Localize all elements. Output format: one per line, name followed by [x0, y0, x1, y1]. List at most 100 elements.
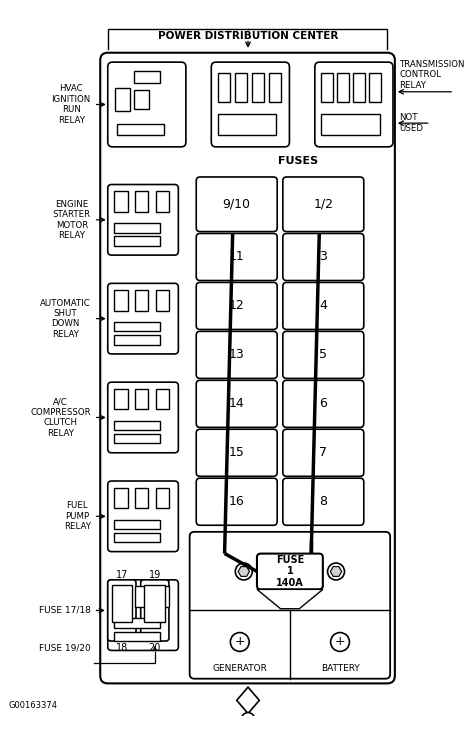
Text: GENERATOR: GENERATOR [212, 664, 267, 673]
Bar [337, 74, 349, 102]
FancyBboxPatch shape [196, 177, 277, 232]
FancyBboxPatch shape [196, 233, 277, 280]
Bar [321, 74, 333, 102]
Bar [134, 90, 149, 109]
Bar [156, 389, 169, 410]
Bar [114, 421, 160, 430]
FancyBboxPatch shape [108, 283, 178, 354]
Bar [145, 584, 165, 622]
Polygon shape [237, 687, 259, 714]
Polygon shape [238, 567, 249, 576]
FancyBboxPatch shape [283, 331, 364, 379]
Text: 1/2: 1/2 [313, 198, 333, 211]
Bar [321, 114, 380, 134]
FancyBboxPatch shape [196, 478, 277, 525]
Circle shape [328, 563, 345, 580]
Bar [114, 618, 160, 628]
FancyBboxPatch shape [108, 184, 178, 255]
FancyBboxPatch shape [257, 554, 323, 590]
Bar [135, 290, 148, 311]
Bar [269, 74, 281, 102]
Text: FUSES: FUSES [278, 156, 318, 166]
Bar [218, 74, 230, 102]
Text: 8: 8 [319, 495, 328, 508]
Bar [114, 587, 128, 607]
Circle shape [235, 563, 252, 580]
Bar [114, 223, 160, 232]
FancyBboxPatch shape [100, 52, 395, 683]
Bar [369, 74, 381, 102]
Text: 15: 15 [229, 446, 245, 459]
Polygon shape [330, 567, 342, 576]
Bar [235, 74, 247, 102]
Text: 12: 12 [229, 300, 245, 312]
Polygon shape [257, 590, 323, 609]
FancyBboxPatch shape [141, 580, 169, 641]
Text: POWER DISTRIBUTION CENTER: POWER DISTRIBUTION CENTER [158, 31, 338, 41]
FancyBboxPatch shape [283, 478, 364, 525]
FancyBboxPatch shape [108, 481, 178, 551]
Bar [114, 389, 128, 410]
Bar [114, 335, 160, 345]
Text: AUTOMATIC
SHUT
DOWN
RELAY: AUTOMATIC SHUT DOWN RELAY [40, 299, 91, 339]
Bar [114, 434, 160, 444]
Bar [114, 488, 128, 508]
FancyBboxPatch shape [283, 233, 364, 280]
Text: 7: 7 [319, 446, 328, 459]
Bar [114, 191, 128, 212]
Bar [114, 236, 160, 246]
FancyBboxPatch shape [108, 62, 186, 147]
Text: 9/10: 9/10 [223, 198, 251, 211]
Text: FUSE
1
140A: FUSE 1 140A [276, 555, 304, 588]
Text: 6: 6 [319, 397, 327, 410]
Bar [218, 114, 276, 134]
Bar [135, 191, 148, 212]
FancyBboxPatch shape [211, 62, 290, 147]
Text: 4: 4 [319, 300, 327, 312]
Text: 13: 13 [229, 348, 245, 362]
Bar [114, 520, 160, 529]
FancyBboxPatch shape [196, 283, 277, 329]
FancyBboxPatch shape [283, 283, 364, 329]
FancyBboxPatch shape [315, 62, 393, 147]
Text: BATTERY: BATTERY [320, 664, 359, 673]
Bar [134, 71, 161, 83]
Text: FUSE 17/18: FUSE 17/18 [39, 606, 91, 615]
Bar [115, 89, 130, 111]
Text: 17: 17 [116, 570, 128, 580]
Bar [114, 632, 160, 641]
Text: A/C
COMPRESSOR
CLUTCH
RELAY: A/C COMPRESSOR CLUTCH RELAY [30, 397, 91, 438]
Bar [111, 584, 132, 622]
Text: HVAC
IGNITION
RUN
RELAY: HVAC IGNITION RUN RELAY [52, 84, 91, 125]
Text: +: + [335, 635, 346, 649]
Bar [114, 533, 160, 542]
Text: 11: 11 [229, 250, 245, 263]
Text: FUSE 19/20: FUSE 19/20 [39, 643, 91, 652]
FancyBboxPatch shape [196, 331, 277, 379]
Text: 20: 20 [149, 643, 161, 652]
Text: 3: 3 [319, 250, 327, 263]
FancyBboxPatch shape [196, 430, 277, 476]
Bar [252, 74, 264, 102]
Bar [114, 290, 128, 311]
FancyBboxPatch shape [108, 382, 178, 453]
Bar [114, 322, 160, 331]
Text: 5: 5 [319, 348, 328, 362]
FancyBboxPatch shape [108, 580, 178, 650]
Bar [117, 124, 164, 134]
Text: 19: 19 [149, 570, 161, 580]
FancyBboxPatch shape [283, 430, 364, 476]
Bar [156, 488, 169, 508]
Bar [135, 389, 148, 410]
Text: 14: 14 [229, 397, 245, 410]
FancyBboxPatch shape [283, 380, 364, 427]
Bar [354, 74, 365, 102]
Bar [156, 191, 169, 212]
FancyBboxPatch shape [283, 177, 364, 232]
FancyBboxPatch shape [190, 532, 390, 679]
Text: G00163374: G00163374 [9, 700, 58, 709]
Circle shape [241, 713, 255, 725]
FancyBboxPatch shape [196, 380, 277, 427]
Text: TRANSMISSION
CONTROL
RELAY: TRANSMISSION CONTROL RELAY [400, 60, 465, 90]
FancyBboxPatch shape [108, 580, 136, 641]
